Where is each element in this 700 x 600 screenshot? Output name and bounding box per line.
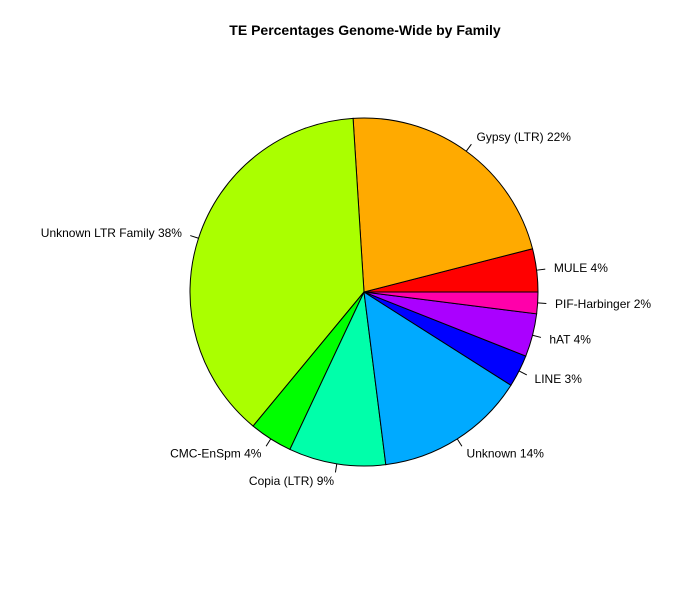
leader-line-1 (465, 143, 472, 152)
slice-label-5: Unknown 14% (467, 447, 545, 461)
slice-label-7: hAT 4% (549, 333, 591, 347)
slice-label-8: PIF-Harbinger 2% (555, 297, 651, 311)
pie-slices (189, 117, 539, 467)
slice-label-0: MULE 4% (554, 261, 608, 275)
slice-label-1: Gypsy (LTR) 22% (477, 130, 572, 144)
pie-slice-8 (363, 291, 539, 315)
slice-label-3: CMC-EnSpm 4% (170, 447, 262, 461)
leader-line-5 (456, 438, 463, 447)
slice-label-6: LINE 3% (535, 372, 583, 386)
leader-line-8 (537, 302, 547, 304)
leader-line-2 (190, 235, 199, 239)
slice-label-2: Unknown LTR Family 38% (41, 226, 182, 240)
chart-title: TE Percentages Genome-Wide by Family (229, 22, 501, 38)
leader-line-3 (265, 438, 272, 447)
leader-line-7 (532, 334, 542, 338)
pie-slice-4 (289, 290, 387, 467)
leader-line-4 (334, 463, 338, 473)
pie-labels: MULE 4% Gypsy (LTR) 22% Unknown LTR Family… (41, 130, 652, 488)
leader-line-0 (536, 268, 546, 271)
slice-label-4: Copia (LTR) 9% (249, 474, 334, 488)
leader-line-6 (518, 370, 528, 376)
